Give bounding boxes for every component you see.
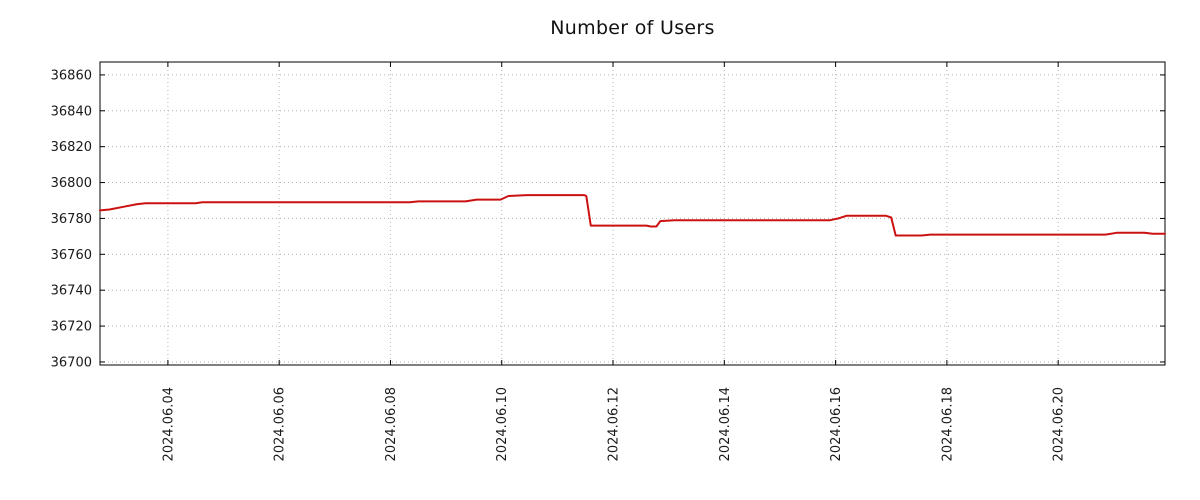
y-tick-label: 36860 (51, 68, 92, 83)
y-tick-label: 36720 (51, 320, 92, 335)
x-tick-label: 2024.06.20 (1052, 387, 1067, 461)
x-tick-label: 2024.06.06 (273, 387, 288, 461)
x-tick-label: 2024.06.08 (384, 387, 399, 461)
users-line (99, 194, 1166, 237)
y-tick-label: 36820 (51, 140, 92, 155)
x-tick-label: 2024.06.14 (718, 387, 733, 461)
x-tick-label: 2024.06.04 (161, 387, 176, 461)
x-tick-label: 2024.06.18 (940, 387, 955, 461)
y-tick-label: 36840 (51, 104, 92, 119)
y-tick-label: 36800 (51, 176, 92, 191)
x-tick-label: 2024.06.12 (607, 387, 622, 461)
plot-frame (99, 61, 1166, 366)
y-tick-label: 36700 (51, 355, 92, 370)
y-tick-label: 36740 (51, 284, 92, 299)
y-tick-label: 36780 (51, 212, 92, 227)
x-tick-label: 2024.06.16 (829, 387, 844, 461)
chart-title: Number of Users (550, 17, 715, 39)
x-tick-label: 2024.06.10 (495, 387, 510, 461)
y-tick-label: 36760 (51, 248, 92, 263)
